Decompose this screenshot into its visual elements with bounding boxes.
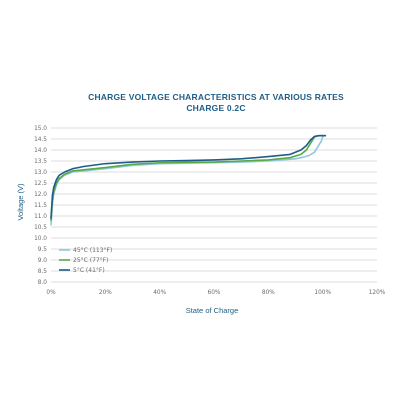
legend-label: 25°C (77°F) xyxy=(73,257,109,264)
y-axis-ticks: 15.0 14.5 14.0 13.5 13.0 12.5 12.0 11.5 11.0 10.5… xyxy=(34,126,47,286)
y-tick-label: 8.0 xyxy=(38,280,48,286)
series-line-1 xyxy=(50,136,324,226)
y-tick-label: 13.0 xyxy=(34,170,47,176)
legend: 45°C (113°F) 25°C (77°F) 5°C (41°F) xyxy=(59,247,112,274)
series-line-3 xyxy=(50,134,327,219)
x-tick-label: 40% xyxy=(153,290,166,296)
x-tick-label: 60% xyxy=(208,290,221,296)
chart-subtitle: CHARGE 0.2C xyxy=(186,103,245,113)
y-tick-label: 8.5 xyxy=(38,269,48,275)
y-tick-label: 11.5 xyxy=(34,203,47,209)
x-axis-ticks: 0% 20% 40% 60% 80% 100% 120% xyxy=(46,290,385,296)
gridlines xyxy=(51,127,377,283)
y-axis-label: Voltage (V) xyxy=(16,183,25,221)
x-tick-label: 0% xyxy=(46,290,56,296)
y-tick-label: 14.0 xyxy=(34,148,47,154)
y-tick-label: 11.0 xyxy=(34,214,47,220)
y-tick-label: 14.5 xyxy=(34,137,47,143)
y-tick-label: 13.5 xyxy=(34,159,47,165)
y-tick-label: 10.0 xyxy=(34,236,47,242)
legend-label: 5°C (41°F) xyxy=(73,267,105,274)
x-tick-label: 20% xyxy=(99,290,112,296)
x-tick-label: 100% xyxy=(314,290,331,296)
chart-title: CHARGE VOLTAGE CHARACTERISTICS AT VARIOU… xyxy=(88,92,344,102)
y-tick-label: 12.0 xyxy=(34,192,47,198)
y-tick-label: 12.5 xyxy=(34,181,47,187)
y-tick-label: 9.0 xyxy=(38,258,48,264)
x-tick-label: 120% xyxy=(369,290,386,296)
y-tick-label: 15.0 xyxy=(34,126,47,132)
series-lines xyxy=(50,134,327,226)
y-tick-label: 9.5 xyxy=(38,247,48,253)
legend-label: 45°C (113°F) xyxy=(73,247,112,254)
x-axis-label: State of Charge xyxy=(186,306,239,315)
x-tick-label: 80% xyxy=(262,290,275,296)
series-line-2 xyxy=(50,134,327,222)
y-tick-label: 10.5 xyxy=(34,225,47,231)
